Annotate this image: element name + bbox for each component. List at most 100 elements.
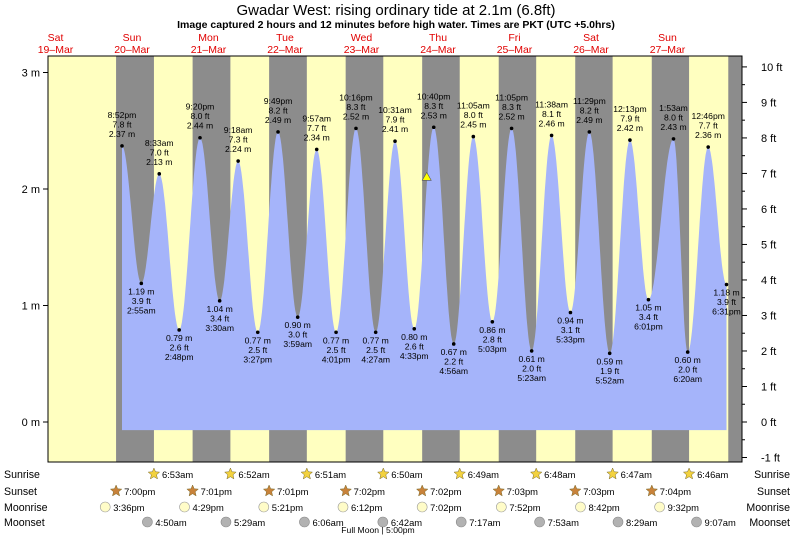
extreme-point	[373, 330, 378, 335]
y-tick-label-ft: 10 ft	[761, 62, 782, 74]
high-ft: 7.7 ft	[699, 121, 719, 131]
extreme-point	[295, 315, 300, 319]
high-time: 9:49pm	[264, 96, 293, 106]
row-label-sunrise-left: Sunrise	[4, 469, 40, 481]
low-time: 5:52am	[595, 375, 624, 385]
sunrise-icon	[529, 467, 543, 480]
high-ft: 8.0 ft	[190, 111, 210, 121]
high-m: 2.41 m	[382, 124, 408, 134]
sunset-icon	[645, 484, 659, 497]
high-m: 2.45 m	[460, 120, 486, 130]
day-date: 27–Mar	[650, 44, 686, 56]
high-time: 8:52pm	[108, 110, 137, 120]
high-time: 8:33am	[145, 138, 174, 148]
extreme-point	[724, 282, 729, 287]
sunset-icon	[186, 484, 199, 497]
extreme-point	[471, 134, 476, 139]
day-name: Wed	[351, 32, 373, 44]
sunset-time: 7:02pm	[430, 486, 461, 497]
high-m: 2.34 m	[304, 132, 330, 142]
day-date: 19–Mar	[38, 44, 74, 56]
moonset-time: 4:50am	[155, 517, 186, 528]
night-band	[728, 56, 742, 462]
extreme-point	[314, 147, 319, 152]
low-m: 1.04 m	[207, 304, 233, 314]
day-name: Sat	[583, 32, 599, 44]
high-m: 2.52 m	[343, 111, 369, 121]
high-ft: 7.8 ft	[112, 119, 132, 129]
low-m: 0.59 m	[597, 356, 623, 366]
row-label-moonrise-right: Moonrise	[746, 502, 790, 514]
moonrise-time: 6:12pm	[351, 502, 382, 513]
low-ft: 3.0 ft	[288, 330, 308, 340]
row-label-sunset-left: Sunset	[4, 486, 37, 498]
moonrise-time: 7:02pm	[430, 502, 461, 513]
high-ft: 8.3 ft	[346, 102, 366, 112]
high-time: 12:13pm	[613, 104, 646, 114]
day-name: Sun	[123, 32, 142, 44]
sunset-time: 7:01pm	[277, 486, 308, 497]
sunrise-icon	[606, 467, 619, 480]
moonrise-icon	[575, 501, 586, 513]
extreme-point	[276, 130, 280, 134]
high-m: 2.52 m	[498, 111, 524, 121]
high-time: 9:18am	[224, 125, 253, 135]
moonset-icon	[691, 516, 702, 528]
sunrise-icon	[224, 467, 237, 480]
moonrise-icon	[258, 501, 270, 513]
current-tide-marker	[421, 171, 432, 181]
row-label-sunset-right: Sunset	[757, 486, 790, 498]
moonset-time: 7:53am	[548, 517, 579, 528]
extreme-point	[334, 330, 338, 335]
moonset-time: 6:42am	[391, 517, 422, 528]
y-tick-label-ft: 2 ft	[761, 346, 776, 358]
row-label-sunrise-right: Sunrise	[754, 469, 790, 481]
tide-area	[122, 127, 727, 431]
extreme-point	[198, 135, 202, 140]
low-ft: 1.9 ft	[600, 366, 620, 376]
low-time: 4:01pm	[322, 354, 351, 364]
low-time: 3:59am	[283, 339, 312, 349]
high-time: 11:05pm	[495, 92, 528, 102]
y-tick-label-ft: 5 ft	[761, 239, 776, 251]
sunset-time: 7:00pm	[124, 486, 155, 497]
high-ft: 8.0 ft	[464, 110, 484, 120]
extreme-point	[354, 126, 358, 131]
high-ft: 7.9 ft	[385, 115, 405, 125]
high-time: 9:20pm	[186, 102, 215, 112]
moonset-icon	[299, 516, 310, 528]
low-time: 6:20am	[673, 374, 702, 384]
day-name: Sun	[658, 32, 677, 44]
low-time: 3:30am	[205, 323, 234, 333]
extreme-point	[549, 133, 554, 138]
low-m: 0.77 m	[323, 335, 349, 345]
high-ft: 8.3 ft	[502, 102, 522, 112]
y-tick-label-ft: 1 ft	[761, 381, 776, 393]
moon-phase-label: Full Moon | 5:00pm	[341, 525, 414, 535]
low-time: 5:33pm	[556, 334, 585, 344]
high-time: 10:40pm	[417, 91, 450, 101]
high-time: 11:05am	[457, 101, 490, 111]
sunrise-icon	[682, 467, 696, 480]
low-m: 0.77 m	[363, 335, 389, 345]
sunset-icon	[415, 484, 429, 497]
extreme-point	[628, 138, 632, 142]
sunrise-time: 6:46am	[697, 469, 728, 480]
y-tick-label-ft: 0 ft	[761, 417, 776, 429]
extreme-point	[490, 320, 495, 324]
low-ft: 2.8 ft	[483, 334, 503, 344]
sunrise-icon	[453, 467, 467, 480]
low-ft: 3.4 ft	[210, 313, 230, 323]
low-ft: 2.0 ft	[678, 365, 698, 375]
high-m: 2.24 m	[225, 144, 251, 154]
day-date: 26–Mar	[573, 44, 609, 56]
low-time: 6:01pm	[634, 322, 663, 332]
low-time: 2:48pm	[165, 352, 194, 362]
sunset-time: 7:01pm	[201, 486, 232, 497]
low-ft: 2.2 ft	[444, 356, 464, 366]
low-m: 0.79 m	[166, 333, 192, 343]
low-ft: 2.5 ft	[326, 345, 346, 355]
high-time: 10:16pm	[339, 92, 372, 102]
day-date: 23–Mar	[344, 44, 380, 56]
sunset-icon	[568, 484, 582, 497]
